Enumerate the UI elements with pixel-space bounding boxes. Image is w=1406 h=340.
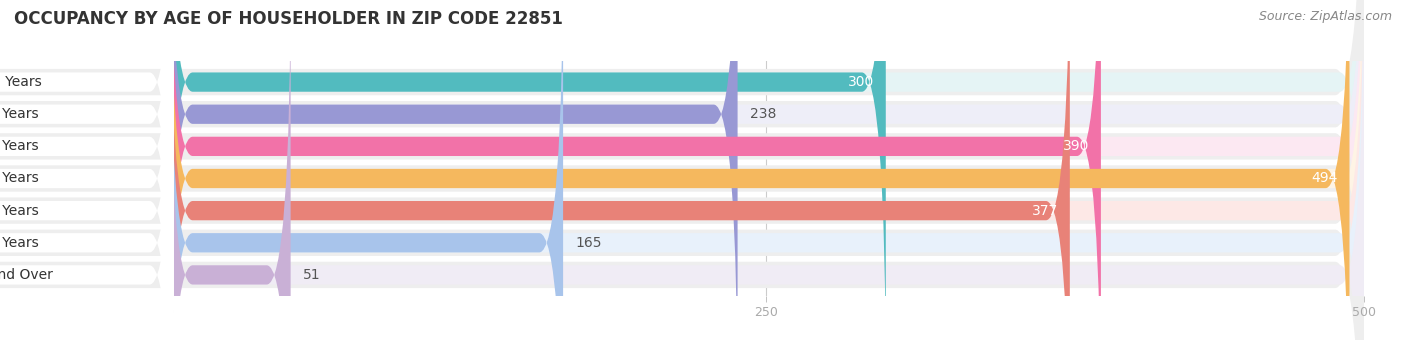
Text: 75 to 84 Years: 75 to 84 Years [0,236,39,250]
Text: 35 to 44 Years: 35 to 44 Years [0,107,39,121]
Text: 85 Years and Over: 85 Years and Over [0,268,53,282]
FancyBboxPatch shape [0,0,1364,340]
FancyBboxPatch shape [169,0,562,340]
FancyBboxPatch shape [0,0,173,340]
FancyBboxPatch shape [169,0,1101,340]
FancyBboxPatch shape [169,0,1364,340]
Text: 390: 390 [1063,139,1088,153]
FancyBboxPatch shape [169,0,1364,340]
Text: 55 to 64 Years: 55 to 64 Years [0,171,39,186]
Text: Under 35 Years: Under 35 Years [0,75,42,89]
FancyBboxPatch shape [169,0,738,340]
FancyBboxPatch shape [169,0,1350,340]
Text: Source: ZipAtlas.com: Source: ZipAtlas.com [1258,10,1392,23]
FancyBboxPatch shape [169,0,1070,340]
Text: OCCUPANCY BY AGE OF HOUSEHOLDER IN ZIP CODE 22851: OCCUPANCY BY AGE OF HOUSEHOLDER IN ZIP C… [14,10,562,28]
FancyBboxPatch shape [169,0,1364,340]
Text: 238: 238 [749,107,776,121]
FancyBboxPatch shape [0,0,173,340]
FancyBboxPatch shape [0,0,173,340]
FancyBboxPatch shape [169,0,1364,340]
FancyBboxPatch shape [0,0,1364,340]
FancyBboxPatch shape [169,0,1364,340]
Text: 65 to 74 Years: 65 to 74 Years [0,204,39,218]
FancyBboxPatch shape [0,0,1364,340]
FancyBboxPatch shape [169,0,291,340]
Text: 165: 165 [575,236,602,250]
Text: 377: 377 [1032,204,1057,218]
FancyBboxPatch shape [0,0,1364,340]
FancyBboxPatch shape [0,0,173,340]
FancyBboxPatch shape [0,0,173,340]
Text: 494: 494 [1312,171,1337,186]
Text: 300: 300 [848,75,873,89]
FancyBboxPatch shape [0,0,173,340]
FancyBboxPatch shape [0,0,173,340]
FancyBboxPatch shape [169,0,886,340]
FancyBboxPatch shape [0,0,1364,340]
Text: 51: 51 [302,268,321,282]
FancyBboxPatch shape [0,0,1364,340]
Text: 45 to 54 Years: 45 to 54 Years [0,139,39,153]
FancyBboxPatch shape [0,0,1364,340]
FancyBboxPatch shape [169,0,1364,340]
FancyBboxPatch shape [169,0,1364,340]
